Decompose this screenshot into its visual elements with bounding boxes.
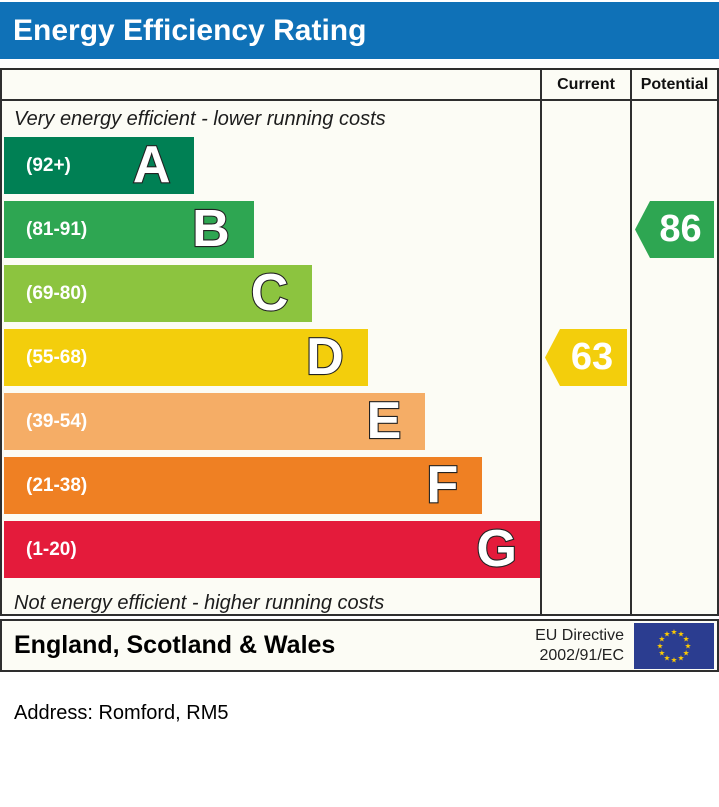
footer: England, Scotland & Wales EU Directive 2…	[0, 619, 719, 672]
energy-rating-chart: Current Potential Very energy efficient …	[0, 68, 719, 616]
band-letter: G	[475, 519, 518, 578]
band-letter: F	[425, 455, 459, 514]
svg-text:★: ★	[671, 627, 678, 636]
band-row: (69-80) C	[4, 263, 313, 323]
svg-text:★: ★	[685, 641, 692, 650]
current-arrow: 63	[545, 329, 627, 386]
svg-text:★: ★	[683, 648, 690, 657]
bands-area: Very energy efficient - lower running co…	[2, 101, 540, 614]
svg-text:★: ★	[664, 653, 671, 662]
band-range-label: (92+)	[26, 154, 71, 176]
band-range-label: (21-38)	[26, 474, 88, 496]
band-row: (92+) A	[4, 135, 195, 195]
band-letter: E	[365, 391, 402, 450]
band-letter: B	[191, 199, 231, 258]
header-potential: Potential	[630, 70, 717, 101]
band-letter: D	[305, 327, 345, 386]
eu-flag-icon: ★★★★★★★★★ ★ ★★	[634, 622, 714, 669]
bottom-note: Not energy efficient - higher running co…	[14, 591, 385, 614]
band-range-label: (69-80)	[26, 282, 88, 304]
band-letter: A	[132, 135, 172, 194]
band-row: (1-20) G	[4, 519, 540, 579]
potential-value: 86	[659, 208, 702, 250]
current-column: 63	[540, 101, 630, 614]
svg-text:★: ★	[678, 653, 685, 662]
band-range-label: (81-91)	[26, 218, 88, 240]
svg-text:★: ★	[657, 641, 664, 650]
bands-list: (92+) A (81-91) B (69-80) C (55-68) D (3…	[2, 135, 540, 579]
svg-text:★: ★	[664, 629, 671, 638]
band-row: (81-91) B	[4, 199, 254, 259]
svg-text:★: ★	[659, 634, 666, 643]
header-current: Current	[540, 70, 630, 101]
band-row: (39-54) E	[4, 391, 426, 451]
svg-text:★: ★	[678, 629, 685, 638]
band-range-label: (39-54)	[26, 410, 88, 432]
band-range-label: (1-20)	[26, 538, 77, 560]
svg-text:★: ★	[683, 634, 690, 643]
band-row: (55-68) D	[4, 327, 368, 387]
current-value: 63	[570, 336, 614, 378]
potential-column: 86	[630, 101, 717, 614]
eu-directive-line1: EU Directive	[535, 627, 624, 645]
svg-text:★: ★	[671, 655, 678, 664]
eu-directive-line2: 2002/91/EC	[539, 646, 624, 664]
band-letter: C	[250, 263, 290, 322]
top-note: Very energy efficient - lower running co…	[14, 107, 386, 130]
page-title: Energy Efficiency Rating	[13, 13, 367, 47]
svg-text:★: ★	[659, 648, 666, 657]
band-row: (21-38) F	[4, 455, 483, 515]
potential-arrow: 86	[635, 201, 714, 258]
region-label: England, Scotland & Wales	[14, 631, 336, 659]
title-bar: Energy Efficiency Rating	[0, 2, 719, 59]
eu-directive-label: EU Directive 2002/91/EC	[535, 626, 624, 664]
header-spacer	[2, 70, 540, 101]
band-range-label: (55-68)	[26, 346, 88, 368]
address-line: Address: Romford, RM5	[14, 702, 229, 724]
